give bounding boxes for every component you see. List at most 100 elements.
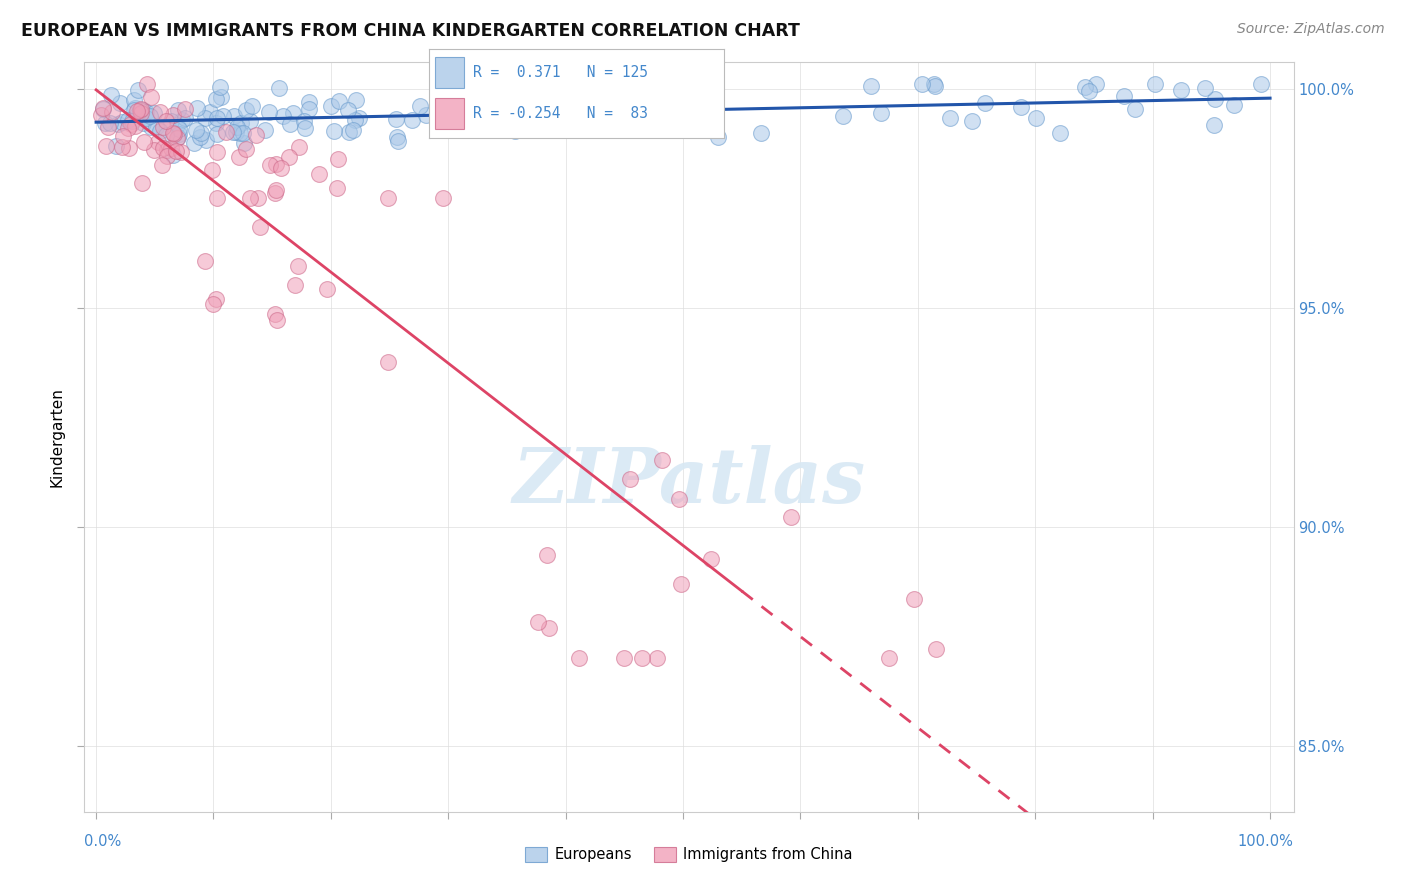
- Point: [148, 135, 170, 149]
- Point: [527, 615, 550, 629]
- Point: [90, 108, 112, 122]
- Point: [125, 108, 148, 122]
- Point: [165, 144, 187, 158]
- Point: [430, 91, 453, 105]
- Point: [288, 140, 311, 154]
- Point: [111, 114, 134, 128]
- Point: [319, 99, 342, 113]
- Point: [860, 78, 883, 93]
- Point: [124, 119, 146, 133]
- Legend: Europeans, Immigrants from China: Europeans, Immigrants from China: [519, 841, 859, 868]
- Point: [415, 107, 437, 121]
- Point: [129, 103, 152, 117]
- Point: [551, 101, 574, 115]
- Point: [162, 147, 184, 161]
- Bar: [434, 57, 464, 88]
- Point: [922, 78, 945, 92]
- Point: [97, 120, 120, 134]
- Point: [344, 93, 367, 107]
- Point: [270, 161, 292, 175]
- Point: [1170, 83, 1192, 97]
- Point: [568, 651, 591, 665]
- Point: [619, 85, 641, 99]
- Point: [117, 113, 139, 128]
- Point: [1084, 78, 1107, 92]
- Point: [780, 510, 803, 524]
- Point: [149, 124, 172, 138]
- Point: [117, 121, 139, 136]
- Point: [387, 134, 409, 148]
- Point: [910, 78, 932, 92]
- Point: [156, 149, 179, 163]
- Point: [167, 103, 190, 117]
- Point: [349, 111, 371, 125]
- Point: [205, 145, 228, 160]
- Point: [832, 109, 855, 123]
- Point: [536, 548, 558, 562]
- Point: [124, 103, 146, 117]
- Point: [1077, 84, 1099, 98]
- Point: [267, 80, 290, 95]
- Point: [225, 125, 247, 139]
- Point: [974, 95, 997, 110]
- Point: [266, 312, 288, 326]
- Point: [263, 186, 285, 200]
- Point: [152, 120, 174, 135]
- Point: [205, 292, 228, 306]
- Point: [245, 128, 267, 142]
- Point: [277, 151, 299, 165]
- Point: [377, 355, 399, 369]
- Point: [1025, 111, 1047, 125]
- Point: [205, 111, 228, 125]
- Point: [135, 111, 157, 125]
- Point: [94, 116, 117, 130]
- Point: [155, 128, 177, 142]
- Point: [229, 126, 252, 140]
- Point: [139, 110, 162, 124]
- Point: [184, 122, 207, 136]
- Point: [294, 121, 316, 136]
- Text: Source: ZipAtlas.com: Source: ZipAtlas.com: [1237, 22, 1385, 37]
- Point: [259, 158, 281, 172]
- Point: [631, 651, 654, 665]
- Point: [924, 78, 946, 93]
- Point: [214, 125, 236, 139]
- Point: [870, 106, 893, 120]
- Point: [156, 143, 179, 157]
- Point: [247, 191, 270, 205]
- Point: [613, 651, 636, 665]
- Point: [124, 93, 146, 107]
- Point: [271, 109, 294, 123]
- Point: [669, 121, 692, 136]
- Point: [124, 101, 146, 115]
- Point: [201, 162, 224, 177]
- Point: [699, 551, 721, 566]
- Point: [166, 118, 188, 132]
- Point: [1202, 118, 1225, 132]
- Point: [640, 108, 662, 122]
- Point: [326, 180, 349, 194]
- Point: [186, 102, 208, 116]
- Point: [205, 127, 228, 141]
- Point: [190, 126, 212, 140]
- Point: [287, 259, 309, 273]
- Point: [1123, 103, 1146, 117]
- Point: [401, 113, 423, 128]
- Point: [503, 124, 526, 138]
- Point: [292, 113, 315, 128]
- Point: [143, 106, 166, 120]
- Point: [111, 140, 134, 154]
- Point: [1010, 100, 1032, 114]
- Point: [232, 126, 254, 140]
- Point: [707, 129, 730, 144]
- Point: [127, 83, 149, 97]
- Point: [328, 94, 350, 108]
- Text: 0.0%: 0.0%: [84, 834, 121, 848]
- Point: [454, 116, 477, 130]
- Point: [135, 105, 157, 120]
- Point: [162, 108, 184, 122]
- Point: [284, 277, 307, 292]
- Point: [152, 158, 174, 172]
- Point: [205, 116, 228, 130]
- Point: [131, 106, 153, 120]
